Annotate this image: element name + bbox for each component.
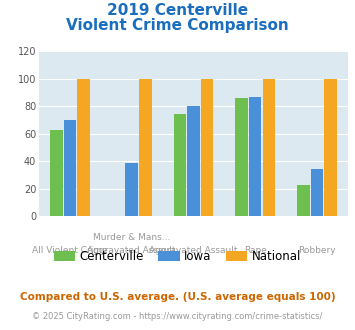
Text: Rape: Rape [244, 246, 267, 255]
Bar [50, 130, 62, 216]
Bar [125, 163, 138, 216]
Bar [174, 115, 186, 216]
Bar [311, 169, 323, 216]
Text: Robbery: Robbery [298, 246, 336, 255]
Text: Compared to U.S. average. (U.S. average equals 100): Compared to U.S. average. (U.S. average … [20, 292, 335, 302]
Bar [324, 79, 337, 216]
Bar [187, 106, 200, 216]
Bar [201, 79, 213, 216]
Text: Murder & Mans...: Murder & Mans... [93, 233, 170, 242]
Bar [77, 79, 90, 216]
Bar [249, 97, 262, 216]
Legend: Centerville, Iowa, National: Centerville, Iowa, National [54, 250, 301, 263]
Bar [263, 79, 275, 216]
Text: © 2025 CityRating.com - https://www.cityrating.com/crime-statistics/: © 2025 CityRating.com - https://www.city… [32, 312, 323, 321]
Bar [139, 79, 152, 216]
Text: Aggravated Assault: Aggravated Assault [87, 246, 176, 255]
Bar [64, 120, 76, 216]
Bar [235, 98, 248, 216]
Text: Aggravated Assault: Aggravated Assault [149, 246, 238, 255]
Bar [297, 184, 310, 216]
Text: Violent Crime Comparison: Violent Crime Comparison [66, 18, 289, 33]
Text: 2019 Centerville: 2019 Centerville [107, 3, 248, 18]
Text: All Violent Crime: All Violent Crime [32, 246, 108, 255]
